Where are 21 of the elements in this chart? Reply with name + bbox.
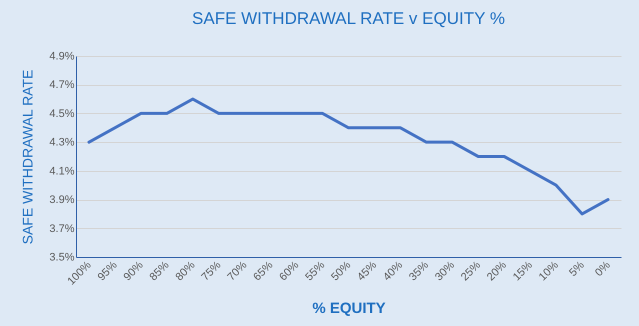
- y-axis-title: SAFE WITHDRAWAL RATE: [19, 70, 36, 244]
- x-tick-label: 95%: [96, 259, 120, 284]
- x-tick-label: 75%: [199, 259, 224, 284]
- x-tick-label: 70%: [225, 259, 250, 284]
- y-tick-label: 4.5%: [49, 108, 75, 120]
- line-series: [87, 98, 610, 216]
- y-tick-label: 3.7%: [49, 222, 75, 235]
- x-axis-title: % EQUITY: [312, 300, 386, 317]
- y-tick-label: 3.9%: [49, 194, 75, 206]
- y-tick-label: 4.1%: [49, 165, 75, 178]
- x-tick-label: 45%: [355, 259, 380, 284]
- x-tick-label: 40%: [381, 259, 406, 284]
- chart-title: SAFE WITHDRAWAL RATE v EQUITY %: [192, 9, 505, 28]
- x-tick-label: 0%: [593, 259, 613, 279]
- y-tick-label: 4.7%: [49, 79, 75, 92]
- x-tick-label: 5%: [567, 259, 587, 279]
- y-tick-label: 4.9%: [49, 50, 75, 62]
- y-tick-label: 4.3%: [49, 136, 75, 149]
- x-tick-label: 65%: [251, 259, 276, 284]
- y-tick-label: 3.5%: [49, 252, 75, 264]
- x-tick-label: 60%: [277, 259, 302, 284]
